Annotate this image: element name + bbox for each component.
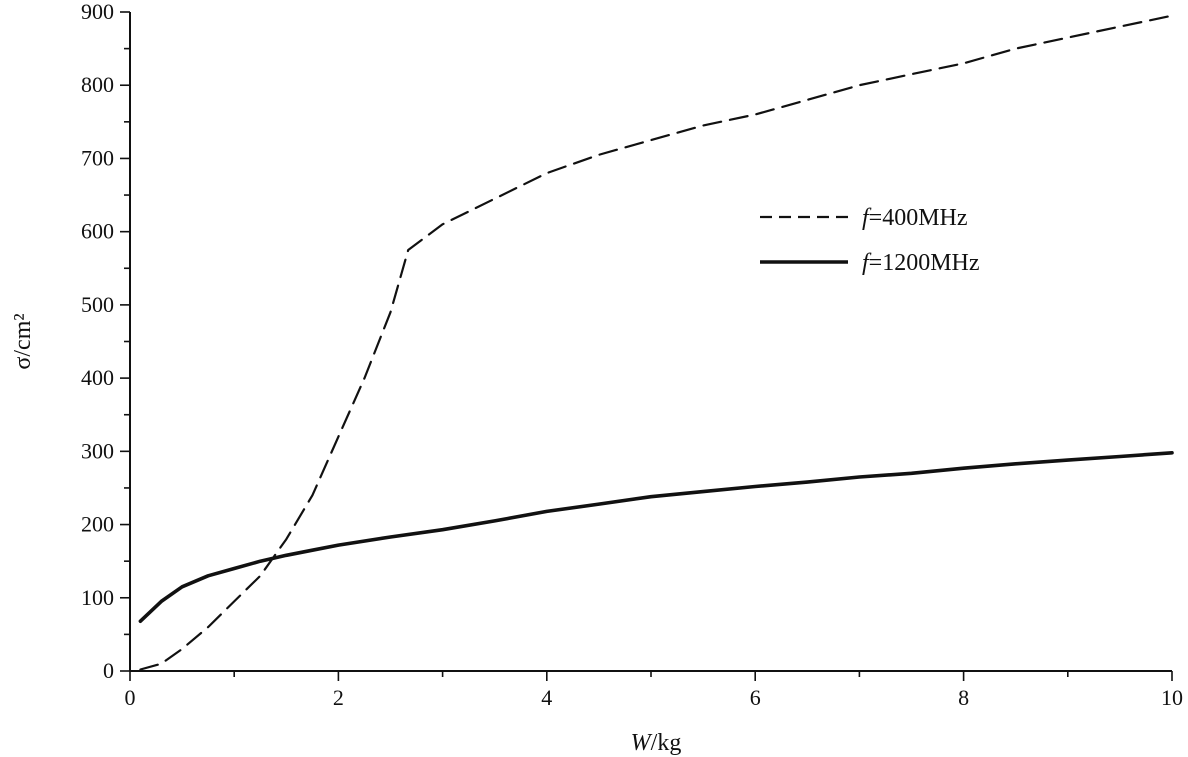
x-tick-label: 0 [125,685,136,710]
series-line-1 [139,14,1174,671]
y-axis-title: σ/cm² [10,313,36,369]
x-tick-label: 8 [958,685,969,710]
y-tick-label: 600 [81,219,114,244]
x-axis-title: W/kg [631,730,682,756]
legend-label-rest: =400MHz [869,205,968,231]
x-axis-title-unit: /kg [651,730,682,756]
x-axis-title-var: W [631,730,653,756]
x-tick-label: 2 [333,685,344,710]
y-tick-label: 900 [81,0,114,24]
axes: 0 100 200 300 400 500 600 700 800 900 0 2 4 6 8 10 [81,0,1183,710]
x-tick-label: 6 [750,685,761,710]
legend-label-2: f=1200MHz [862,250,980,276]
legend-label-1: f=400MHz [862,205,968,231]
legend-label-var: f [862,205,872,231]
series-layer [138,14,1174,671]
y-tick-label: 800 [81,72,114,97]
x-tick-label: 10 [1161,685,1183,710]
legend-label-var: f [862,250,872,276]
x-tick-label: 4 [541,685,552,710]
y-tick-label: 500 [81,292,114,317]
series-line-2 [138,451,1174,623]
y-tick-label: 200 [81,512,114,537]
y-tick-label: 0 [103,658,114,683]
y-tick-label: 400 [81,365,114,390]
y-tick-label: 100 [81,585,114,610]
y-tick-label: 300 [81,438,114,463]
axis-titles: W/kg σ/cm² [10,313,681,756]
y-tick-label: 700 [81,145,114,170]
legend-label-rest: =1200MHz [869,250,980,276]
